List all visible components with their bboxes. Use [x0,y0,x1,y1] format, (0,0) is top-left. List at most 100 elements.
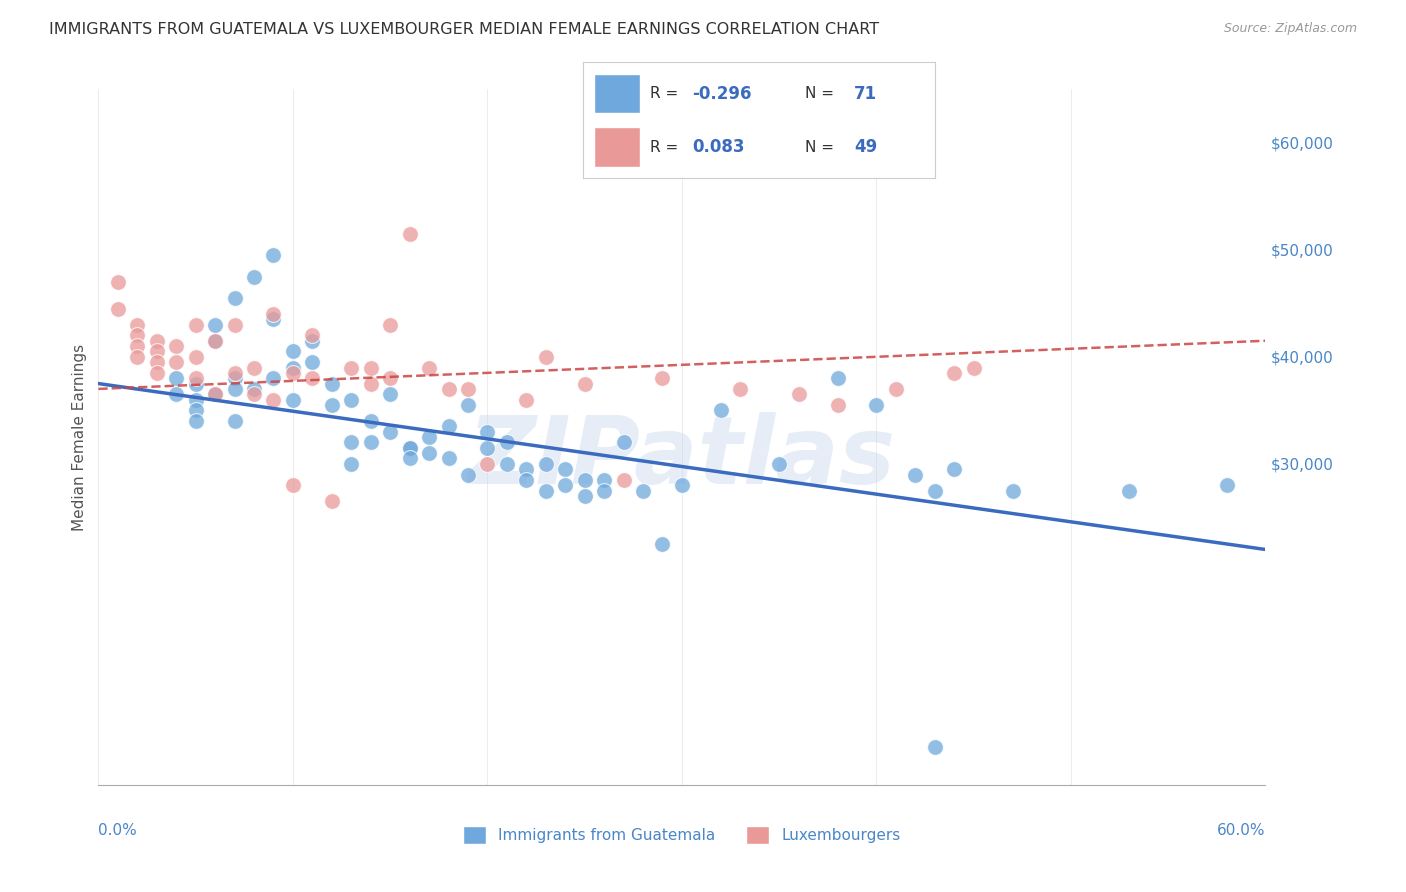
Text: -0.296: -0.296 [693,85,752,103]
Text: N =: N = [804,139,839,154]
Text: 0.083: 0.083 [693,138,745,156]
Point [924,483,946,498]
Point [418,446,440,460]
Point [574,376,596,391]
Point [477,457,499,471]
Point [224,382,246,396]
Point [613,473,636,487]
Point [613,435,636,450]
Point [378,318,402,332]
Point [710,403,733,417]
Point [281,478,304,492]
Point [904,467,927,482]
Point [321,398,343,412]
Text: 0.0%: 0.0% [98,823,138,838]
Point [515,392,537,407]
Point [437,419,460,434]
Text: 60.0%: 60.0% [1218,823,1265,838]
Point [224,366,246,380]
Point [457,398,479,412]
Point [631,483,654,498]
Text: Source: ZipAtlas.com: Source: ZipAtlas.com [1223,22,1357,36]
Point [515,462,537,476]
Point [301,355,323,369]
Point [787,387,810,401]
Point [204,387,226,401]
Point [184,392,207,407]
Point [146,355,169,369]
Point [554,462,576,476]
Point [360,376,382,391]
Point [262,371,284,385]
Point [631,141,654,155]
Text: R =: R = [650,139,683,154]
Point [378,387,402,401]
Point [457,467,479,482]
Point [943,462,966,476]
Point [281,360,304,375]
Point [398,227,420,241]
Point [534,483,557,498]
Text: IMMIGRANTS FROM GUATEMALA VS LUXEMBOURGER MEDIAN FEMALE EARNINGS CORRELATION CHA: IMMIGRANTS FROM GUATEMALA VS LUXEMBOURGE… [49,22,879,37]
Point [127,339,149,353]
Point [398,441,420,455]
Point [301,371,323,385]
Point [437,382,460,396]
Text: 49: 49 [855,138,877,156]
Point [730,382,752,396]
Point [204,318,226,332]
Point [281,344,304,359]
Point [671,478,693,492]
Point [321,494,343,508]
Point [146,334,169,348]
Point [127,350,149,364]
Point [262,312,284,326]
Point [593,483,616,498]
Point [301,328,323,343]
Point [884,382,907,396]
Point [378,425,402,439]
Point [243,387,266,401]
Point [184,403,207,417]
Point [477,441,499,455]
Point [127,318,149,332]
Point [165,371,187,385]
Point [515,473,537,487]
Point [146,344,169,359]
Bar [593,74,640,113]
Point [224,414,246,428]
Point [495,435,517,450]
Point [165,355,187,369]
Text: 71: 71 [855,85,877,103]
Point [184,376,207,391]
Point [184,350,207,364]
Point [534,457,557,471]
Point [165,339,187,353]
Point [107,275,129,289]
Point [165,387,187,401]
Point [184,414,207,428]
Point [827,398,849,412]
Point [360,435,382,450]
Point [534,350,557,364]
Text: N =: N = [804,87,839,102]
Point [127,328,149,343]
Point [243,360,266,375]
Point [1001,483,1024,498]
Point [243,269,266,284]
Point [224,291,246,305]
Point [457,382,479,396]
Point [924,740,946,755]
Point [495,457,517,471]
Point [340,457,363,471]
Point [204,334,226,348]
Point [340,360,363,375]
Point [477,425,499,439]
Point [224,318,246,332]
Point [574,489,596,503]
Point [398,441,420,455]
Point [262,248,284,262]
Point [418,360,440,375]
Point [1118,483,1140,498]
Point [146,366,169,380]
